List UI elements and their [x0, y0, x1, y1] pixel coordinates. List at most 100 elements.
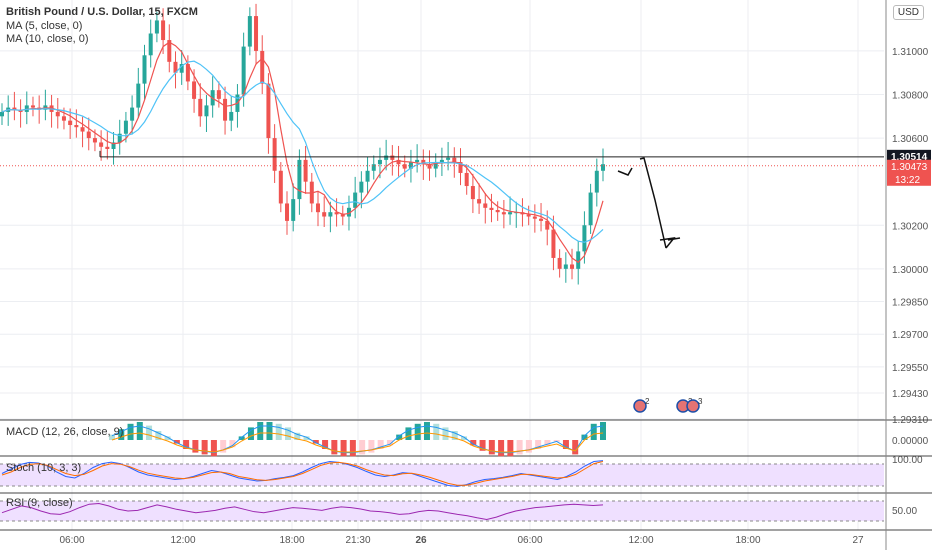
candle-body [483, 203, 488, 208]
macd-signal-line [111, 432, 604, 453]
macd-histogram-bar [201, 440, 208, 455]
candle-body [68, 120, 73, 126]
y-tick-label: 1.30200 [892, 221, 929, 232]
macd-histogram-bar [303, 436, 310, 440]
candle-body [396, 159, 401, 165]
candle-body [247, 16, 252, 47]
candle-body [223, 98, 228, 121]
current-price-badge-text: 1.30473 [891, 162, 928, 173]
candle-body [99, 142, 104, 147]
macd-histogram-bar [470, 440, 477, 446]
candle-body [0, 111, 4, 117]
level-price-badge-text: 1.30514 [891, 152, 928, 163]
macd-histogram-bar [229, 440, 236, 448]
candle-body [179, 64, 184, 73]
candle-body [458, 162, 463, 173]
macd-histogram-bar [285, 427, 292, 440]
candle-body [576, 251, 581, 269]
event-count-label: 3 [698, 397, 703, 406]
stoch-band [0, 464, 884, 486]
candle-body [563, 264, 568, 269]
macd-histogram-bar [127, 423, 134, 440]
macd-histogram-bar [590, 423, 597, 440]
macd-histogram-bar [294, 432, 301, 440]
ma10-line [1, 60, 604, 243]
macd-histogram-bar [544, 440, 551, 446]
macd-histogram-bar [423, 422, 430, 440]
candle-body [582, 225, 587, 252]
rsi-legend: RSI (9, close) [6, 497, 73, 509]
candle-body [477, 199, 482, 204]
y-tick-label: 1.30600 [892, 134, 929, 145]
macd-histogram-bar [136, 422, 143, 440]
macd-histogram-bar [349, 440, 356, 457]
macd-histogram-bar [266, 422, 273, 440]
currency-button[interactable]: USD [892, 5, 924, 20]
candle-body [470, 186, 475, 200]
event-flag-icon [686, 399, 700, 413]
candle-body [365, 170, 370, 182]
x-tick-label: 21:30 [345, 535, 370, 546]
candle-body [489, 207, 494, 210]
macd-histogram-bar [386, 440, 393, 446]
macd-histogram-bar [164, 436, 171, 440]
candle-body [229, 111, 234, 121]
candle-body [340, 214, 345, 217]
candle-body [359, 181, 364, 193]
current-price-badge [887, 159, 931, 186]
candle-body [111, 142, 116, 149]
candle-body [86, 131, 91, 139]
candle-body [588, 192, 593, 226]
macd-histogram-bar [340, 440, 347, 457]
macd-histogram-bar [238, 436, 245, 440]
candle-body [198, 98, 203, 117]
candle-body [303, 159, 308, 182]
ma5-line [1, 41, 604, 264]
macd-histogram-bar [498, 440, 505, 457]
candle-body [24, 105, 29, 112]
stoch-k-line [1, 460, 604, 487]
macd-histogram-bar [247, 427, 254, 440]
macd-histogram-bar [331, 440, 338, 455]
candle-body [384, 155, 389, 160]
drawn-arrow [617, 157, 681, 249]
candle-body [92, 138, 97, 143]
candle-body [161, 20, 166, 41]
countdown-badge-text: 13:22 [895, 175, 920, 186]
candle-body [526, 214, 531, 217]
macd-histogram-bar [192, 440, 199, 453]
macd-histogram-bar [581, 434, 588, 440]
candle-body [12, 107, 17, 110]
x-tick-label: 12:00 [628, 535, 653, 546]
candle-body [272, 138, 277, 171]
candle-body [446, 157, 451, 160]
y-tick-label: 1.31000 [892, 47, 929, 58]
candle-body [427, 164, 432, 169]
ma5-legend: MA (5, close, 0) [6, 20, 83, 32]
macd-histogram-bar [414, 423, 421, 440]
macd-histogram-bar [535, 440, 542, 449]
candle-body [55, 111, 60, 117]
candle-body [421, 159, 426, 165]
candle-body [315, 203, 320, 213]
macd-histogram-bar [368, 440, 375, 453]
macd-histogram-bar [257, 422, 264, 440]
candle-body [353, 192, 358, 208]
candle-body [371, 164, 376, 171]
candle-body [254, 16, 259, 51]
macd-histogram-bar [461, 436, 468, 440]
macd-histogram-bar [405, 427, 412, 440]
x-tick-label: 26 [415, 535, 427, 546]
macd-histogram-bar [600, 422, 606, 440]
candle-body [452, 157, 457, 163]
candle-body [346, 207, 351, 217]
x-tick-label: 06:00 [517, 535, 542, 546]
rsi-band [0, 501, 884, 521]
macd-histogram-bar [507, 440, 514, 457]
candle-body [142, 55, 147, 84]
candle-body [30, 105, 35, 108]
candle-body [278, 170, 283, 204]
y-tick-label: 1.29850 [892, 298, 929, 309]
candle-body [173, 61, 178, 73]
